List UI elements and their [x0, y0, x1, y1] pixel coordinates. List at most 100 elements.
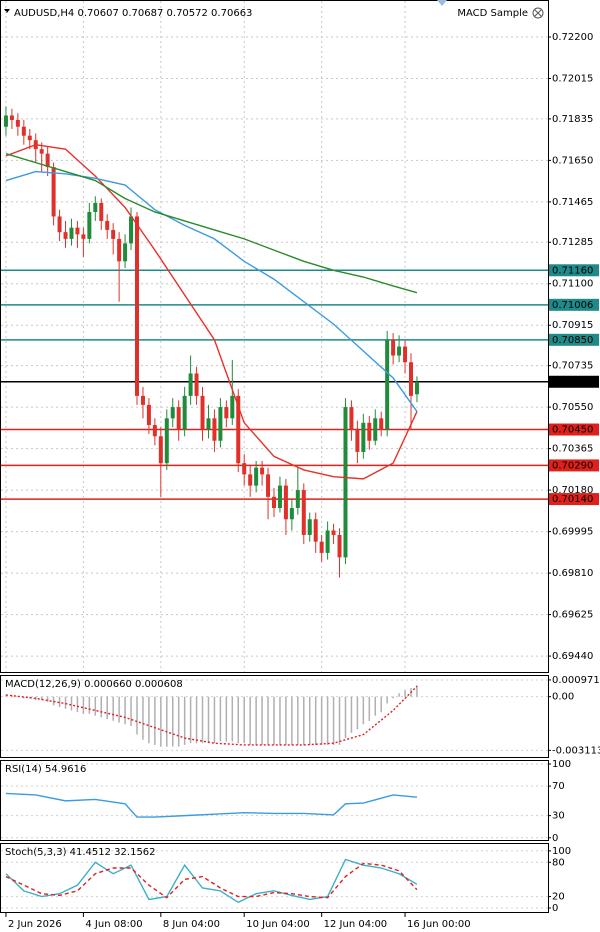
- indicator-tick-label: 0: [552, 833, 558, 844]
- candle-body: [200, 395, 205, 430]
- candle-body: [57, 216, 62, 233]
- level-box: [549, 298, 599, 311]
- candle-body: [325, 530, 330, 553]
- candle-body: [188, 373, 193, 396]
- expert-name[interactable]: MACD Sample: [457, 8, 528, 19]
- candle-body: [367, 422, 372, 441]
- indicator-tick-label: 20: [552, 892, 565, 903]
- x-tick-label: 12 Jun 04:00: [324, 919, 388, 930]
- level-box: [549, 493, 599, 506]
- candle-body: [45, 153, 50, 168]
- y-tick-label: 0.72015: [552, 74, 593, 85]
- candle-body: [260, 467, 265, 475]
- y-tick-label: 0.69440: [552, 651, 593, 662]
- candle-body: [331, 530, 336, 535]
- level-box: [549, 264, 599, 277]
- level-box: [549, 459, 599, 472]
- indicator-tick-label: 0.000971: [552, 675, 600, 686]
- y-tick-label: 0.70365: [552, 444, 593, 455]
- y-tick-label: 0.70180: [552, 485, 593, 496]
- candle-body: [170, 407, 175, 419]
- candle-body: [307, 519, 312, 535]
- candle-body: [403, 346, 408, 363]
- candle-body: [117, 238, 122, 262]
- candle-body: [337, 534, 342, 558]
- candle-body: [93, 202, 98, 212]
- indicator-tick-label: 70: [552, 781, 565, 792]
- candle-body: [242, 463, 247, 475]
- candle-body: [343, 407, 348, 558]
- candle-body: [355, 429, 360, 452]
- level-label: 0.70290: [552, 460, 593, 471]
- indicator-line: [5, 858, 418, 904]
- indicator-tick-label: 30: [552, 811, 565, 822]
- indicator-tick-label: 100: [552, 759, 571, 770]
- level-label: 0.71160: [552, 265, 593, 276]
- candle-body: [75, 227, 80, 235]
- candle-body: [349, 407, 354, 430]
- candle-body: [9, 115, 14, 120]
- candle-body: [182, 395, 187, 430]
- level-box: [549, 333, 599, 346]
- candle-body: [158, 436, 163, 464]
- indicator-tick-label: 100: [552, 846, 571, 857]
- indicator-tick-label: 80: [552, 857, 565, 868]
- y-tick-label: 0.71650: [552, 155, 593, 166]
- candle-body: [301, 490, 306, 535]
- candle-body: [283, 485, 288, 520]
- macd-frame: [0, 675, 549, 758]
- x-tick-label: 4 Jun 08:00: [85, 919, 142, 930]
- indicator-line: [5, 792, 418, 818]
- y-tick-label: 0.71100: [552, 279, 593, 290]
- level-label: 0.70850: [552, 335, 593, 346]
- chart-title: AUDUSD,H4 0.70607 0.70687 0.70572 0.7066…: [14, 8, 252, 19]
- indicator-tick-label: 0.00: [552, 692, 574, 703]
- candle-body: [111, 229, 116, 239]
- indicator-tick-label: 0: [552, 903, 558, 914]
- candle-body: [206, 418, 211, 430]
- y-tick-label: 0.69995: [552, 527, 593, 538]
- indicator-title: Stoch(5,3,3) 41.4512 32.1562: [5, 847, 156, 858]
- x-tick-label: 8 Jun 04:00: [163, 919, 220, 930]
- candle-body: [135, 216, 139, 396]
- indicator-title: RSI(14) 54.9616: [5, 764, 86, 775]
- candle-body: [51, 167, 56, 217]
- candle-body: [277, 485, 282, 509]
- expert-icon[interactable]: [532, 7, 544, 19]
- candle-body: [21, 126, 26, 136]
- candle-body: [194, 373, 199, 396]
- y-tick-label: 0.70915: [552, 320, 593, 331]
- level-label: 0.70140: [552, 494, 593, 505]
- candle-body: [146, 404, 151, 426]
- candle-body: [27, 135, 32, 141]
- candle-body: [129, 216, 134, 244]
- candle-body: [81, 234, 86, 239]
- candle-body: [414, 381, 419, 395]
- candle-body: [409, 362, 413, 396]
- candle-body: [248, 474, 253, 486]
- candle-body: [391, 339, 396, 356]
- y-tick-label: 0.71465: [552, 197, 593, 208]
- y-tick-label: 0.70735: [552, 361, 593, 372]
- candle-body: [319, 541, 324, 553]
- symbol-menu[interactable]: [4, 9, 10, 13]
- candle-body: [289, 508, 294, 520]
- candle-body: [15, 120, 20, 127]
- candle-body: [87, 211, 92, 239]
- candle-body: [385, 339, 390, 430]
- main-frame: [0, 0, 549, 673]
- candle-body: [373, 418, 378, 441]
- candle-body: [176, 407, 181, 430]
- candle-body: [230, 395, 235, 419]
- candle-body: [224, 407, 229, 419]
- y-tick-label: 0.70550: [552, 402, 593, 413]
- candle-body: [39, 149, 44, 154]
- y-tick-label: 0.72200: [552, 32, 593, 43]
- indicator-tick-label: -0.003113: [552, 745, 600, 756]
- expert-icon-cross: [534, 9, 542, 17]
- current-price-label: 0.70663: [552, 377, 593, 388]
- x-tick-label: 16 Jun 00:00: [407, 919, 471, 930]
- candle-body: [99, 202, 104, 221]
- y-tick-label: 0.71835: [552, 114, 593, 125]
